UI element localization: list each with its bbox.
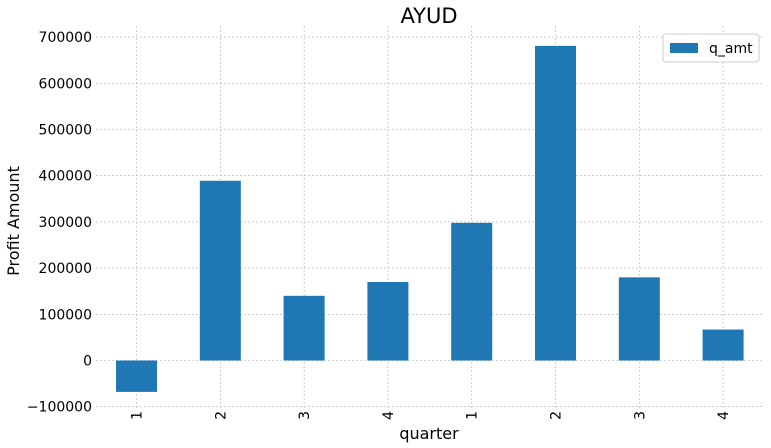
bar-3	[283, 295, 325, 361]
grid-layer	[96, 26, 763, 408]
bar-7	[618, 277, 660, 361]
y-tick-label: 0	[83, 354, 92, 370]
bar-4	[367, 281, 409, 361]
bar-8	[702, 329, 744, 361]
y-axis-label: Profit Amount	[4, 166, 23, 276]
y-tick-label: 100000	[39, 307, 92, 323]
y-tick-label: 700000	[39, 30, 92, 46]
y-tick-label: 400000	[39, 169, 92, 185]
y-tick-label: 300000	[39, 215, 92, 231]
x-tick-label: 1	[130, 411, 146, 420]
x-axis-ticks: 1 2 3 4 1 2 3 4	[130, 411, 733, 420]
x-tick-label: 4	[716, 411, 732, 420]
y-tick-label: 500000	[39, 123, 92, 139]
bar-5	[451, 222, 493, 361]
x-tick-label: 3	[632, 411, 648, 420]
x-tick-label: 4	[381, 411, 397, 420]
y-tick-label: 200000	[39, 261, 92, 277]
bar-layer	[116, 45, 744, 392]
x-tick-label: 2	[213, 411, 229, 420]
bar-2	[199, 180, 241, 361]
legend-box	[662, 33, 760, 63]
y-tick-label: 600000	[39, 76, 92, 92]
chart-title: AYUD	[400, 4, 457, 28]
y-tick-label: −100000	[27, 400, 92, 416]
legend-swatch	[670, 43, 698, 53]
legend: q_amt	[662, 33, 760, 63]
bar-1	[116, 360, 157, 392]
x-tick-label: 1	[465, 411, 481, 420]
y-axis-ticks: −100000 0 100000 200000 300000 400000 500000 60…	[27, 30, 92, 416]
legend-label: q_amt	[709, 41, 753, 57]
x-tick-label: 3	[297, 411, 313, 420]
x-axis-label: quarter	[399, 424, 459, 443]
bar-6	[535, 45, 576, 361]
x-tick-label: 2	[549, 411, 565, 420]
